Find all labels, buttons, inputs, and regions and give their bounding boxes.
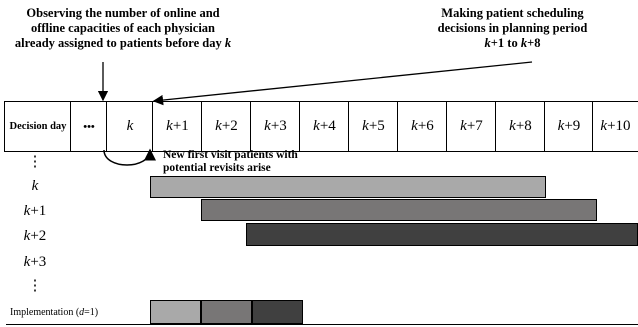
decision-timeline: Decision day ••• k k +1 k +2 k +3 k +4 k +5 k… xyxy=(4,101,638,152)
implementation-block-1 xyxy=(150,300,201,324)
planning-bar-k-plus-1 xyxy=(201,199,597,221)
arrival-note: New first visit patients with potential … xyxy=(163,149,323,175)
implementation-block-2 xyxy=(201,300,252,324)
row-label-vdots-top: ⋮ xyxy=(27,154,43,170)
day-cell-k-plus-2: k +2 xyxy=(201,102,251,151)
observation-note-line-3: already assigned to patients before day … xyxy=(14,36,232,50)
planning-bar-k xyxy=(150,176,546,198)
row-label-vdots-bottom: ⋮ xyxy=(27,278,43,294)
day-cell-k-plus-5: k +5 xyxy=(348,102,398,151)
planning-bar-k-plus-2 xyxy=(246,223,638,246)
row-label-k-plus-2: k+2 xyxy=(23,228,47,244)
implementation-block-3 xyxy=(252,300,303,324)
day-cell-k-plus-7: k +7 xyxy=(446,102,496,151)
day-cell-k-plus-6: k +6 xyxy=(397,102,447,151)
day-cell-k: k xyxy=(106,102,153,151)
arrival-curve-arrow xyxy=(103,148,156,166)
scheduling-arrow xyxy=(152,61,533,106)
ellipsis-cell: ••• xyxy=(70,102,107,151)
scheduling-note-line-3: k+1 to k+8 xyxy=(484,36,541,50)
scheduling-note: Making patient scheduling decisions in p… xyxy=(405,6,620,51)
day-cell-k-plus-9: k +9 xyxy=(544,102,593,151)
day-cell-k-plus-8: k +8 xyxy=(495,102,545,151)
day-cell-k-plus-1: k +1 xyxy=(152,102,202,151)
arrival-note-line-2: potential revisits arise xyxy=(163,162,271,174)
observation-note-line-2: offline capacities of each physician xyxy=(30,21,215,35)
observation-note: Observing the number of online and offli… xyxy=(8,6,238,51)
day-cell-k-plus-10: k +10 xyxy=(592,102,638,151)
scheduling-note-line-1: Making patient scheduling xyxy=(441,6,584,20)
day-cell-k-plus-4: k +4 xyxy=(299,102,349,151)
day-cell-k-plus-3: k +3 xyxy=(250,102,300,151)
baseline xyxy=(6,324,638,325)
row-label-k-plus-3: k+3 xyxy=(23,254,47,270)
scheduling-note-line-2: decisions in planning period xyxy=(437,21,588,35)
arrival-note-line-1: New first visit patients with xyxy=(163,149,298,161)
row-label-k-plus-1: k+1 xyxy=(23,203,47,219)
decision-day-label: Decision day xyxy=(4,102,71,151)
observation-note-line-1: Observing the number of online and xyxy=(26,6,220,20)
row-label-k: k xyxy=(31,178,39,194)
implementation-label: Implementation (d=1) xyxy=(10,307,99,318)
